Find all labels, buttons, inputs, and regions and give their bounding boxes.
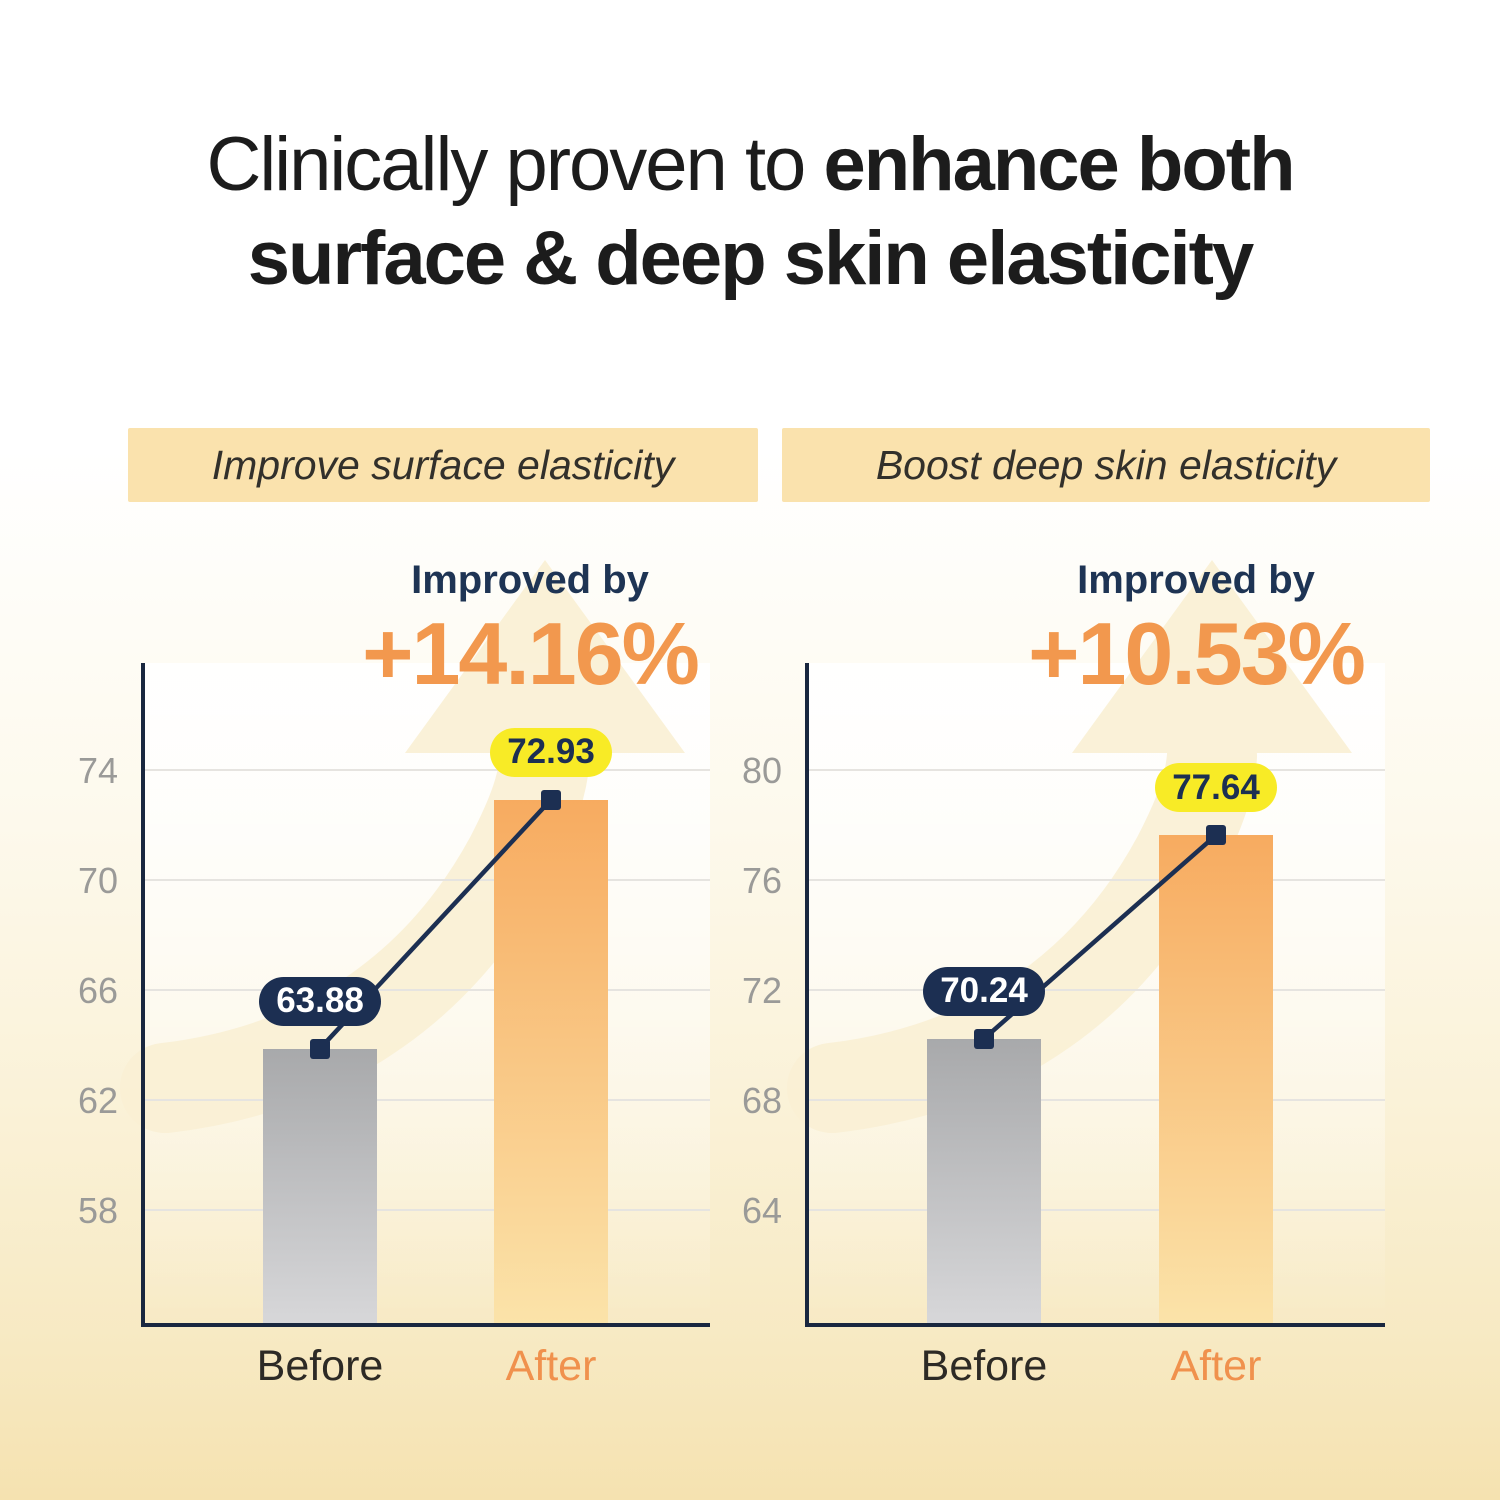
title-line2-bold: surface & deep skin elasticity <box>247 216 1254 301</box>
title-line1-bold: enhance both <box>823 122 1295 207</box>
x-axis-line <box>805 1323 1385 1327</box>
panel-header-surface-elasticity: Improve surface elasticity <box>128 428 758 502</box>
improvement-percent: +10.53% <box>1028 604 1366 703</box>
improvement-percent: +14.16% <box>362 604 700 703</box>
panel-header-deep-elasticity: Boost deep skin elasticity <box>782 428 1430 502</box>
improvement-annotation-deep: Improved by +10.53% <box>886 556 1500 704</box>
title-line1-regular: Clinically proven to <box>206 122 806 207</box>
plot-background-deep <box>809 663 1385 1323</box>
x-label-before: Before <box>920 1342 1048 1390</box>
improved-by-label: Improved by <box>411 558 649 602</box>
improvement-annotation-surface: Improved by +14.16% <box>220 556 840 704</box>
y-tick-label: 70 <box>77 860 118 902</box>
improved-by-label: Improved by <box>1077 558 1315 602</box>
x-axis-line <box>141 1323 710 1327</box>
panel-header-label: Boost deep skin elasticity <box>875 441 1337 488</box>
plot-background-surface <box>145 663 710 1323</box>
y-tick-label: 66 <box>77 970 118 1012</box>
y-tick-label: 62 <box>77 1080 118 1122</box>
x-label-before: Before <box>256 1342 384 1390</box>
y-tick-label: 58 <box>77 1190 118 1232</box>
page-title: Clinically proven to enhance both surface… <box>0 118 1500 306</box>
x-label-after: After <box>505 1342 597 1390</box>
panel-header-label: Improve surface elasticity <box>211 441 675 488</box>
x-label-after: After <box>1170 1342 1262 1390</box>
y-tick-label: 74 <box>77 750 118 792</box>
